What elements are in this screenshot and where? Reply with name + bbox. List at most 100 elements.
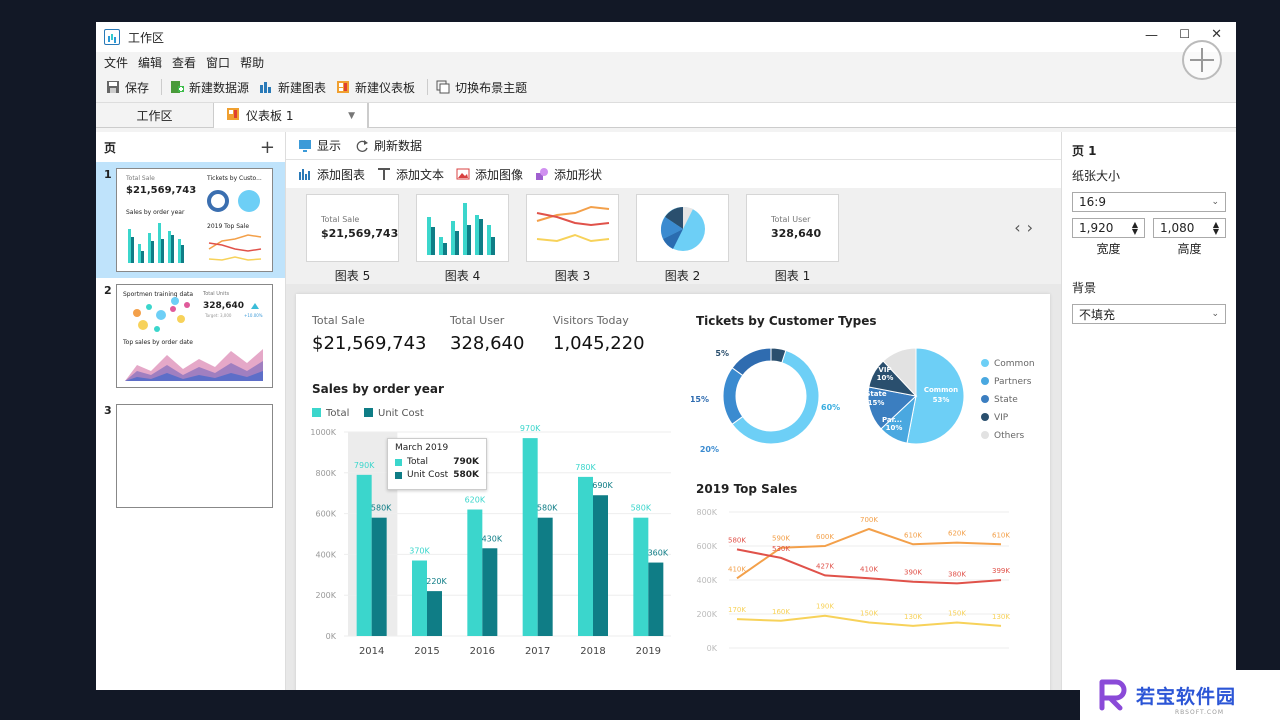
menu-edit[interactable]: 编辑 xyxy=(138,55,163,70)
y-tick-label: 600K xyxy=(696,542,717,551)
gallery-label: 图表 4 xyxy=(444,269,481,283)
legend-label: Total xyxy=(325,408,349,419)
add-image-button[interactable]: 添加图像 xyxy=(456,166,523,183)
legend-marker xyxy=(981,359,989,367)
thumb-chart-title: Sales by order year xyxy=(126,209,185,216)
bar-total xyxy=(633,517,649,636)
point-label: 600K xyxy=(816,533,834,541)
pie-slice-text: 15% xyxy=(868,399,885,407)
tooltip-value: 790K xyxy=(453,457,479,467)
page-preview: Total Sale $21,569,743 Tickets by Custo.… xyxy=(116,168,273,272)
pie-slice-text: 10% xyxy=(877,374,894,382)
minimize-button[interactable]: — xyxy=(1145,28,1158,43)
width-label: 宽度 xyxy=(1096,242,1121,256)
bar-unit-cost xyxy=(482,548,498,636)
bar-total xyxy=(412,560,427,636)
width-value: 1,920 xyxy=(1079,221,1114,235)
legend-swatch xyxy=(364,408,373,417)
save-button[interactable]: 保存 xyxy=(106,79,149,96)
background-select[interactable]: 不填充 ⌄ xyxy=(1072,304,1226,324)
x-tick-label: 2018 xyxy=(580,646,605,657)
bar-data-label: 790K xyxy=(354,461,375,470)
chart-gallery: Total Sale $21,569,743 图表 5 图表 4 xyxy=(286,188,1061,284)
point-label: 590K xyxy=(772,535,790,543)
gallery-card xyxy=(416,194,509,262)
new-datasource-button[interactable]: 新建数据源 xyxy=(170,79,249,96)
menu-window[interactable]: 窗口 xyxy=(206,55,231,70)
menu-view[interactable]: 查看 xyxy=(172,55,197,70)
gallery-label: 图表 1 xyxy=(774,269,811,283)
add-chart-button[interactable]: 添加图表 xyxy=(298,166,365,183)
tab-dashboard[interactable]: 仪表板 1 ▼ xyxy=(214,103,368,128)
stepper-arrows-icon[interactable]: ▲ ▼ xyxy=(1131,220,1138,236)
tab-workspace[interactable]: 工作区 xyxy=(96,103,214,128)
new-dashboard-button[interactable]: 新建仪表板 xyxy=(336,79,415,96)
new-chart-button[interactable]: 新建图表 xyxy=(259,79,326,96)
refresh-button[interactable]: 刷新数据 xyxy=(355,137,422,154)
gallery-item-1[interactable]: Total User 328,640 图表 1 xyxy=(746,194,839,284)
pie-slice-text: Common xyxy=(924,386,958,394)
switch-theme-button[interactable]: 切换布景主题 xyxy=(436,79,527,96)
show-button[interactable]: 显示 xyxy=(298,137,341,154)
legend-label: Unit Cost xyxy=(378,408,424,419)
page-thumb-1[interactable]: 1 Total Sale $21,569,743 Tickets by Cust… xyxy=(96,162,285,278)
watermark-subtext: RBSOFT.COM xyxy=(1175,709,1225,716)
y-tick-label: 0K xyxy=(707,644,718,653)
gallery-kpi-label: Total Sale xyxy=(321,215,360,224)
bar-data-label: 970K xyxy=(520,424,541,433)
point-label: 130K xyxy=(904,613,922,621)
size-labels: 宽度 高度 xyxy=(1072,240,1226,257)
paper-size-select[interactable]: 16:9 ⌄ xyxy=(1072,192,1226,212)
close-button[interactable]: ✕ xyxy=(1211,27,1222,42)
point-label: 610K xyxy=(992,531,1010,539)
kpi-total-user: Total User 328,640 xyxy=(450,314,524,354)
gallery-item-4[interactable]: 图表 4 xyxy=(416,194,509,284)
maximize-button[interactable]: ☐ xyxy=(1179,27,1190,41)
bar-total xyxy=(522,438,538,636)
tooltip-row: Total 790K xyxy=(395,457,479,467)
stepper-arrows-icon[interactable]: ▲ ▼ xyxy=(1212,220,1219,236)
top-sales-chart-title: 2019 Top Sales xyxy=(696,482,798,496)
add-shape-label: 添加形状 xyxy=(554,167,603,182)
width-stepper[interactable]: 1,920 ▲ ▼ xyxy=(1072,218,1145,238)
chevron-down-icon[interactable]: ▼ xyxy=(348,110,355,121)
page-thumb-2[interactable]: 2 Sportmen training data Total Units 328… xyxy=(96,278,285,398)
zoom-plus-icon[interactable] xyxy=(1182,40,1222,80)
gallery-item-5[interactable]: Total Sale $21,569,743 图表 5 xyxy=(306,194,399,284)
legend-swatch xyxy=(395,458,402,466)
paper-size-value: 16:9 xyxy=(1079,195,1106,209)
menu-help[interactable]: 帮助 xyxy=(240,55,265,70)
gallery-label: 图表 2 xyxy=(664,269,701,283)
thumb-target: Target: 3,000 xyxy=(205,313,232,318)
page-thumb-3[interactable]: 3 xyxy=(96,398,285,518)
pie-chart-thumb xyxy=(660,206,705,251)
point-label: 530K xyxy=(772,545,790,553)
x-tick-label: 2019 xyxy=(636,646,661,657)
add-text-button[interactable]: 添加文本 xyxy=(377,166,444,183)
main-toolbar: 保存 新建数据源 新建图表 新建仪表板 切换布景主题 xyxy=(96,72,1236,102)
tickets-chart-title: Tickets by Customer Types xyxy=(696,314,877,328)
y-tick-label: 0K xyxy=(326,632,337,641)
bar-unit-cost xyxy=(648,562,664,636)
donut-slice xyxy=(722,367,744,425)
gallery-nav-arrows[interactable]: ‹› xyxy=(1014,218,1039,237)
top-sales-line-chart: 0K 200K 400K 600K 800K 410K 590K 600K 700K 610K 62… xyxy=(696,508,1010,653)
page-number: 2 xyxy=(104,284,112,297)
bar-unit-cost xyxy=(371,517,387,636)
gallery-item-3[interactable]: 图表 3 xyxy=(526,194,619,284)
legend-swatch xyxy=(395,471,402,479)
document-tabs: 工作区 仪表板 1 ▼ xyxy=(96,102,1236,128)
page-preview-empty xyxy=(116,404,273,508)
tooltip-row: Unit Cost 580K xyxy=(395,470,479,480)
add-shape-button[interactable]: 添加形状 xyxy=(535,166,602,183)
legend-label: Partners xyxy=(994,377,1032,387)
add-image-label: 添加图像 xyxy=(475,167,524,182)
point-label: 170K xyxy=(728,606,746,614)
menu-file[interactable]: 文件 xyxy=(104,55,129,70)
add-page-icon[interactable]: + xyxy=(259,136,275,158)
paper-size-label: 纸张大小 xyxy=(1072,169,1121,183)
height-stepper[interactable]: 1,080 ▲ ▼ xyxy=(1153,218,1226,238)
point-label: 410K xyxy=(728,565,746,573)
bar-data-label: 580K xyxy=(371,504,392,513)
gallery-item-2[interactable]: 图表 2 xyxy=(636,194,729,284)
